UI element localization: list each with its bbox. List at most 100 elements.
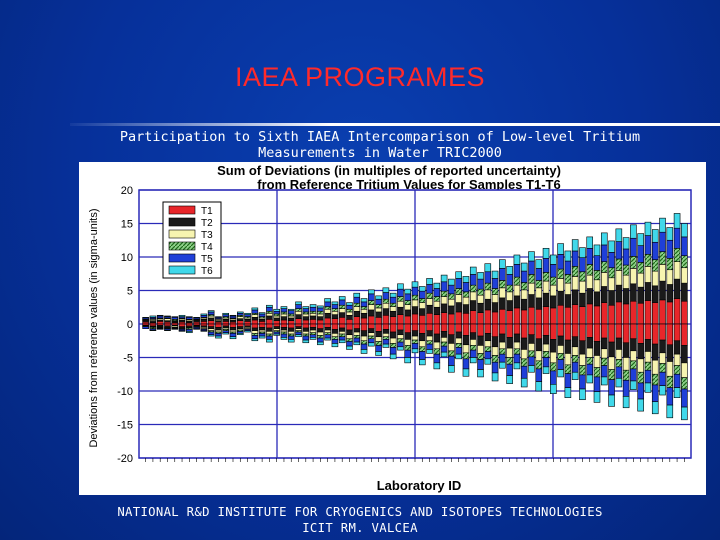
bar-t3 — [331, 333, 339, 338]
bar-t6 — [360, 298, 368, 303]
bar-t5 — [579, 374, 586, 390]
bar-t3 — [469, 291, 477, 301]
bar-t2 — [644, 282, 652, 301]
bar-t6 — [375, 295, 382, 300]
bar-t5 — [266, 335, 273, 340]
bar-t1 — [644, 300, 652, 325]
bar-t4 — [644, 254, 652, 267]
bar-t5 — [331, 304, 339, 309]
bar-t2 — [207, 326, 215, 329]
bar-t2 — [222, 319, 230, 322]
bar-t5 — [360, 301, 368, 307]
bar-t5 — [375, 298, 382, 305]
bar-t6 — [484, 263, 492, 273]
bar-t5 — [156, 315, 164, 319]
bar-t1 — [433, 323, 441, 335]
bar-t2 — [673, 340, 681, 355]
bar-t2 — [673, 278, 681, 299]
bar-t5 — [411, 286, 419, 296]
bar-t3 — [324, 329, 331, 334]
bar-t6 — [295, 334, 302, 338]
bar-t2 — [571, 289, 579, 305]
bar-t2 — [317, 316, 324, 321]
bar-t4 — [520, 358, 528, 367]
bar-t3 — [659, 264, 666, 282]
bar-t6 — [673, 213, 681, 229]
bar-t6 — [287, 339, 295, 343]
bar-t1 — [586, 303, 594, 325]
bar-t5 — [324, 301, 331, 307]
bar-t6 — [266, 339, 273, 343]
bar-t2 — [266, 327, 273, 332]
bar-t6 — [397, 346, 404, 351]
bar-t4 — [615, 258, 623, 271]
bar-t5 — [280, 308, 288, 313]
bar-t1 — [491, 311, 499, 325]
bar-t2 — [309, 327, 317, 331]
bar-t4 — [426, 292, 433, 299]
bar-t5 — [287, 335, 295, 340]
bar-t6 — [331, 301, 339, 305]
bar-t5 — [433, 288, 441, 297]
bar-t5 — [244, 314, 251, 317]
bar-t1 — [309, 319, 317, 325]
bar-t5 — [258, 333, 266, 337]
bar-t4 — [389, 343, 397, 348]
bar-t5 — [469, 274, 477, 286]
bar-t3 — [302, 313, 310, 317]
bar-t2 — [455, 331, 462, 339]
bar-t5 — [280, 333, 288, 338]
bar-t6 — [324, 298, 331, 303]
bar-t6 — [382, 287, 390, 293]
bar-t6 — [571, 239, 579, 252]
bar-t4 — [469, 284, 477, 293]
bar-t6 — [659, 217, 666, 233]
bar-t4 — [295, 308, 302, 312]
bar-t5 — [368, 338, 375, 344]
bar-t6 — [535, 259, 543, 269]
bar-t5 — [404, 293, 412, 301]
bar-t2 — [535, 338, 543, 352]
bar-t6 — [615, 377, 623, 388]
bar-t4 — [382, 298, 390, 304]
bar-t6 — [506, 375, 513, 384]
bar-t4 — [550, 362, 557, 372]
bar-t1 — [331, 318, 339, 325]
bar-t3 — [440, 337, 448, 343]
bar-t2 — [222, 325, 230, 329]
bar-t4 — [331, 336, 339, 340]
bar-t1 — [346, 319, 353, 325]
bar-t6 — [593, 391, 601, 403]
bar-t4 — [462, 291, 470, 298]
bar-t2 — [266, 315, 273, 320]
bar-t6 — [440, 274, 448, 283]
bar-t2 — [499, 297, 506, 310]
bar-t2 — [207, 317, 215, 321]
bar-t4 — [622, 369, 630, 381]
bar-t2 — [651, 285, 659, 303]
bar-t3 — [280, 313, 288, 317]
legend-box — [162, 201, 222, 279]
bar-t2 — [557, 290, 564, 306]
bar-t2 — [622, 342, 630, 358]
bar-t4 — [542, 272, 550, 282]
bar-t5 — [637, 245, 644, 263]
bar-t4 — [440, 341, 448, 347]
bar-t5 — [258, 313, 266, 317]
bar-t3 — [382, 302, 390, 309]
legend-swatch-t2 — [168, 217, 196, 227]
bar-t2 — [484, 298, 492, 311]
bar-t5 — [513, 264, 521, 278]
bar-t4 — [477, 288, 484, 296]
bar-t2 — [564, 339, 572, 354]
bar-t2 — [644, 339, 652, 352]
bar-t3 — [375, 307, 382, 313]
bar-t1 — [142, 321, 149, 325]
bar-t6 — [295, 301, 302, 305]
y-tick-label: -15 — [117, 420, 133, 432]
bar-t6 — [615, 228, 623, 242]
bar-t1 — [659, 323, 666, 341]
bar-t3 — [302, 331, 310, 335]
bar-t4 — [426, 340, 433, 345]
bar-t5 — [309, 334, 317, 338]
